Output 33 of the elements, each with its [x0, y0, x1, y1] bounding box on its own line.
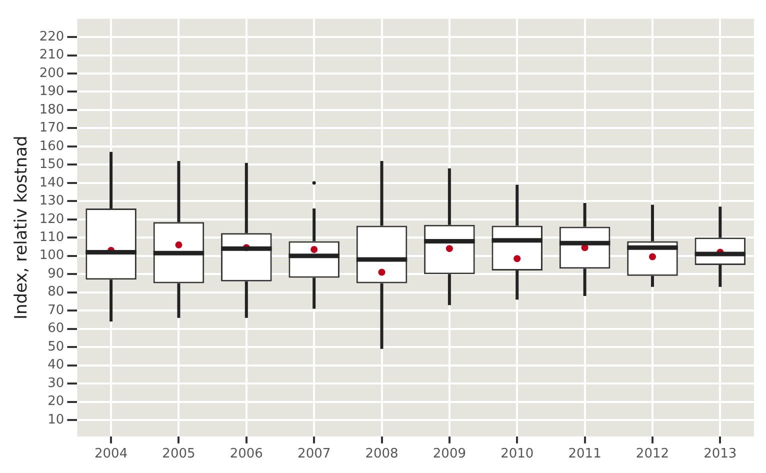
y-tick-label: 100 — [39, 248, 64, 264]
y-tick-label: 220 — [39, 29, 64, 44]
y-tick-label: 140 — [39, 175, 64, 190]
y-tick-label: 10 — [48, 412, 64, 428]
y-tick-label: 110 — [39, 230, 64, 246]
y-tick-label: 190 — [39, 84, 64, 100]
y-tick-label: 120 — [39, 212, 64, 227]
x-tick-label: 2013 — [704, 446, 737, 462]
y-tick-label: 20 — [48, 394, 64, 410]
y-tick-label: 90 — [48, 266, 64, 282]
y-tick-label: 180 — [39, 102, 64, 118]
y-tick-label: 80 — [48, 284, 64, 300]
x-tick-label: 2006 — [230, 446, 263, 462]
x-tick-label: 2004 — [94, 446, 128, 462]
x-tick-label: 2008 — [365, 446, 398, 462]
y-tick-label: 130 — [39, 194, 64, 209]
x-tick-label: 2009 — [432, 446, 466, 462]
y-tick-label: 210 — [39, 48, 64, 63]
y-tick-label: 200 — [39, 66, 64, 81]
y-tick-label: 50 — [48, 339, 64, 354]
y-tick-label: 170 — [39, 120, 64, 136]
y-tick-label: 30 — [48, 376, 64, 391]
y-tick-label: 70 — [48, 302, 64, 318]
y-axis-title: Index, relativ kostnad — [12, 136, 32, 320]
y-tick-label: 150 — [39, 157, 64, 172]
y-tick-label: 40 — [48, 358, 64, 373]
x-tick-label: 2011 — [568, 446, 602, 462]
y-tick-label: 60 — [48, 321, 64, 336]
x-tick-label: 2012 — [636, 446, 670, 462]
x-tick-label: 2005 — [162, 446, 196, 462]
y-tick-label: 160 — [39, 138, 64, 154]
x-tick-label: 2007 — [298, 446, 331, 462]
x-tick-label: 2010 — [500, 446, 534, 462]
